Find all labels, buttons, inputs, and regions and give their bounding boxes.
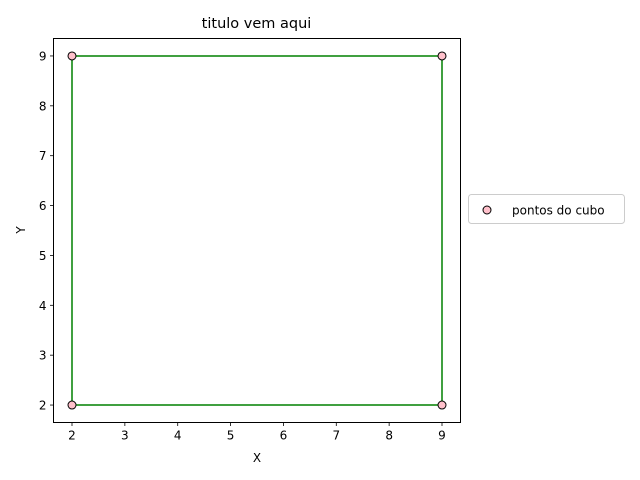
legend: pontos do cubo	[468, 194, 625, 224]
x-axis: 2 3 4 5 6 7 8 9	[68, 422, 446, 443]
plot-points	[67, 51, 447, 410]
x-tick-label: 3	[121, 429, 129, 443]
x-axis-title: X	[253, 451, 261, 465]
legend-frame	[468, 194, 625, 224]
x-tick-label: 9	[438, 429, 446, 443]
data-point	[437, 51, 447, 61]
y-tick-label: 5	[39, 249, 47, 263]
y-tick-label: 7	[39, 149, 47, 163]
y-tick-label: 8	[39, 99, 47, 113]
data-point	[437, 400, 447, 410]
y-axis-title: Y	[14, 226, 28, 235]
y-tick-label: 6	[39, 199, 47, 213]
plot-lines	[71, 55, 443, 406]
x-tick-label: 4	[174, 429, 182, 443]
plot-area-frame	[53, 38, 461, 423]
x-tick-label: 5	[227, 429, 235, 443]
data-point	[67, 400, 77, 410]
x-tick-label: 8	[385, 429, 393, 443]
y-tick-label: 9	[39, 49, 47, 63]
data-point	[67, 51, 77, 61]
chart-title: titulo vem aqui	[202, 16, 312, 32]
legend-label: pontos do cubo	[512, 204, 605, 218]
x-tick-label: 6	[280, 429, 288, 443]
y-tick-label: 2	[39, 399, 47, 413]
legend-marker	[482, 205, 492, 215]
y-tick-label: 4	[39, 299, 47, 313]
x-tick-label: 2	[68, 429, 76, 443]
y-axis: 2 3 4 5 6 7 8 9	[39, 49, 54, 413]
x-tick-label: 7	[332, 429, 340, 443]
y-tick-label: 3	[39, 349, 47, 363]
